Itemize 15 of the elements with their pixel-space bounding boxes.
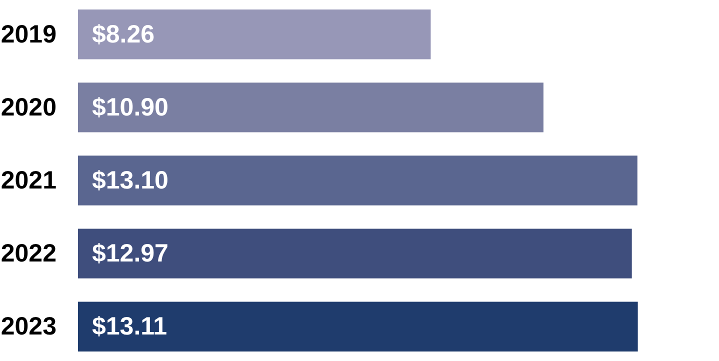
data-label: $13.11 [92, 312, 168, 341]
bar [78, 10, 431, 60]
y-tick-label: 2022 [0, 240, 56, 268]
data-label: $10.90 [92, 93, 168, 122]
data-label: $8.26 [92, 20, 155, 48]
bar [78, 156, 638, 206]
bar [78, 82, 544, 132]
y-tick-label: 2021 [0, 166, 57, 194]
bar [78, 302, 638, 352]
y-tick-label: 2020 [0, 93, 56, 122]
data-label: $13.10 [92, 166, 168, 194]
y-tick-label: 2019 [0, 20, 56, 48]
bar [78, 228, 632, 278]
data-label: $12.97 [92, 240, 168, 268]
y-tick-label: 2023 [0, 312, 56, 341]
